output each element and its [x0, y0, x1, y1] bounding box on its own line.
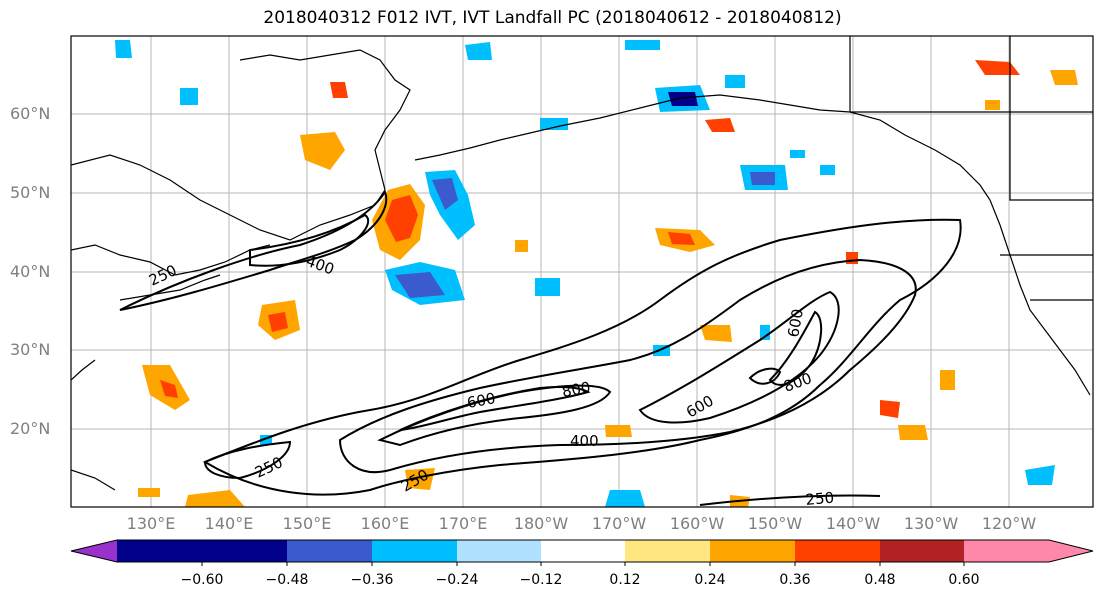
lon-label: 180°W [513, 514, 569, 533]
contour-800-west [399, 386, 591, 431]
contour-250-southeast [699, 494, 881, 506]
colorbar-segment [372, 540, 457, 562]
lon-label: 170°W [591, 514, 647, 533]
colorbar-segment [795, 540, 880, 562]
colorbar-tick: 0.36 [779, 572, 811, 588]
colorbar-segment [710, 540, 795, 562]
lat-label: 30°N [10, 340, 51, 359]
lon-label: 130°W [903, 514, 959, 533]
colorbar-segment [202, 540, 287, 562]
contour-label: 600 [784, 307, 807, 338]
contour-250-main [202, 218, 962, 496]
contour-250-west [119, 189, 388, 311]
colorbar-segment [625, 540, 710, 562]
colorbar-tick: 0.24 [694, 572, 726, 588]
contour-label: 800 [781, 369, 814, 396]
contour-label: 800 [561, 378, 592, 401]
ivt-contours [119, 189, 962, 506]
coastlines [71, 36, 1093, 491]
colorbar-tick: −0.60 [180, 572, 224, 588]
colorbar-tick: 0.12 [609, 572, 641, 588]
colorbar-tick: 0.48 [864, 572, 896, 588]
colorbar-segment [541, 540, 625, 562]
lon-label: 150°W [747, 514, 803, 533]
lon-label: 160°W [669, 514, 725, 533]
anomaly-fill-positive [138, 60, 1078, 507]
colorbar-segment [117, 540, 222, 562]
colorbar-tick: −0.48 [265, 572, 309, 588]
contour-400-main [338, 258, 917, 473]
lat-label: 60°N [10, 104, 51, 123]
lat-label: 20°N [10, 419, 51, 438]
colorbar-outline [70, 539, 1094, 563]
contour-250-south [203, 440, 292, 480]
contour-600-small [748, 367, 782, 385]
lon-label: 120°W [981, 514, 1037, 533]
colorbar-segment [880, 540, 964, 562]
contour-400-west [249, 213, 370, 267]
colorbar-segment [457, 540, 541, 562]
colorbar-extend-low [71, 540, 117, 562]
colorbar [70, 539, 1094, 566]
colorbar-segment [964, 540, 1049, 562]
colorbar-extend-high [1049, 540, 1093, 562]
contour-labels: 250 400 250 600 800 400 250 600 800 600 … [146, 252, 835, 509]
colorbar-tick: −0.12 [519, 572, 563, 588]
contour-800-east [768, 310, 823, 386]
lat-label: 50°N [10, 183, 51, 202]
map-title: 2018040312 F012 IVT, IVT Landfall PC (20… [263, 8, 842, 28]
colorbar-segment [287, 540, 372, 562]
lon-label: 130°E [126, 514, 176, 533]
lat-label: 40°N [10, 262, 51, 281]
contour-label: 600 [466, 389, 497, 412]
colorbar-tick: −0.36 [350, 572, 394, 588]
lon-label: 160°E [360, 514, 410, 533]
contour-label: 400 [570, 432, 599, 450]
anomaly-fill-negative [115, 40, 1055, 507]
contour-label: 250 [805, 489, 835, 509]
contour-600-east [638, 290, 840, 424]
colorbar-tick: 0.60 [948, 572, 980, 588]
lon-label: 140°W [825, 514, 881, 533]
map-panel: 250 400 250 600 800 400 250 600 800 600 … [71, 36, 1093, 509]
lon-label: 150°E [282, 514, 332, 533]
map-frame [70, 35, 1094, 508]
contour-label: 400 [304, 252, 337, 279]
lon-label: 140°E [204, 514, 254, 533]
colorbar-tick: −0.24 [435, 572, 479, 588]
lon-label: 170°E [438, 514, 488, 533]
